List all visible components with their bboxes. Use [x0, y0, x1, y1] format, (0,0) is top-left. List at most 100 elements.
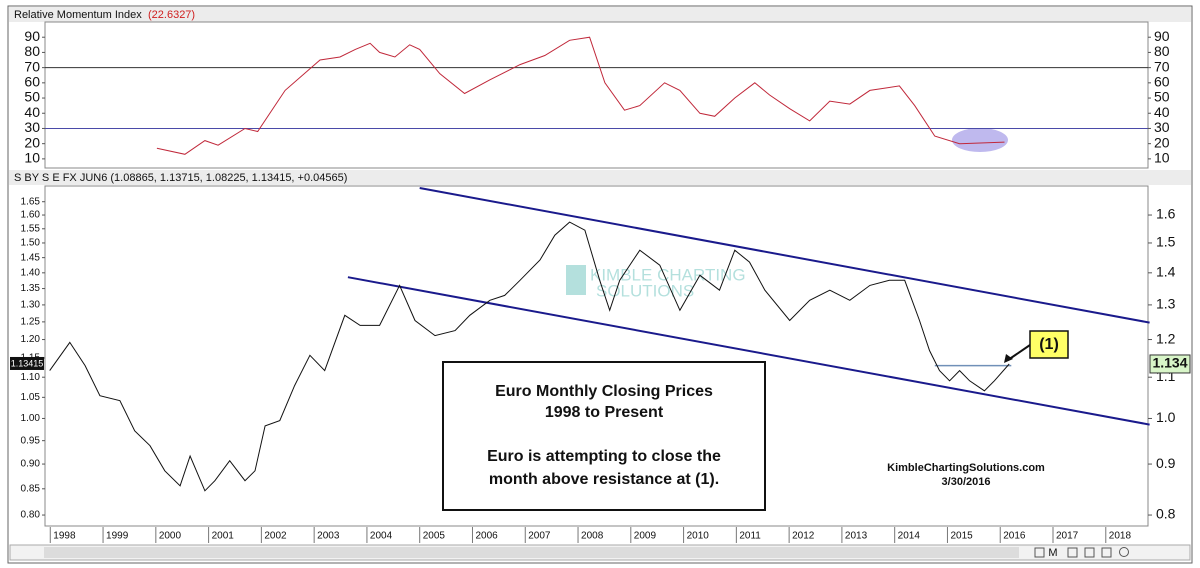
- y-tick-label: 10: [24, 150, 40, 166]
- rmi-plot: [44, 21, 1149, 169]
- x-tick-label: 2002: [264, 531, 287, 542]
- x-tick-label: 1999: [106, 531, 129, 542]
- y-tick-label: 0.80: [21, 510, 41, 521]
- toolbar-icon[interactable]: [1119, 547, 1129, 557]
- credit: KimbleChartingSolutions.com: [887, 462, 1045, 474]
- x-tick-label: 2010: [687, 531, 710, 542]
- y-tick-label: 10: [1154, 150, 1170, 166]
- y-tick-label: 1.45: [21, 252, 41, 263]
- y-tick-label: 40: [1154, 104, 1170, 120]
- y-tick-label: 50: [24, 89, 40, 105]
- x-tick-label: 2006: [475, 531, 498, 542]
- data-line: [156, 36, 1005, 155]
- scroll-thumb[interactable]: [44, 547, 1019, 558]
- callout: (1): [1039, 336, 1059, 353]
- x-tick-label: 2018: [1109, 531, 1132, 542]
- note-line: month above resistance at (1).: [489, 471, 719, 488]
- callout-arrow: [1007, 344, 1031, 361]
- y-tick-label: 0.85: [21, 483, 41, 494]
- watermark-text: KIMBLE CHARTING: [590, 265, 746, 284]
- y-tick-label: 20: [24, 134, 40, 150]
- y-tick-label: 90: [24, 28, 40, 44]
- toolbar-button[interactable]: M: [1048, 547, 1057, 559]
- x-tick-label: 2003: [317, 531, 340, 542]
- y-tick-label: 30: [1154, 119, 1170, 135]
- toolbar-icon[interactable]: [1034, 547, 1045, 558]
- x-tick-label: 2012: [792, 531, 815, 542]
- price-title: S BY S E FX JUN6 (1.08865, 1.13715, 1.08…: [14, 172, 347, 184]
- y-tick-label: 1.00: [21, 413, 41, 424]
- y2-tick-label: 1.2: [1156, 330, 1176, 346]
- y-tick-label: 1.05: [21, 392, 41, 403]
- x-tick-label: 2000: [159, 531, 182, 542]
- note-box: [442, 361, 766, 511]
- y2-tick-label: 1.3: [1156, 296, 1176, 312]
- y-tick-label: 30: [24, 119, 40, 135]
- watermark-text: SOLUTIONS: [596, 281, 694, 300]
- price-tag-left: [10, 356, 44, 370]
- y-tick-label: 50: [1154, 89, 1170, 105]
- toolbar-icon[interactable]: [1101, 547, 1112, 558]
- y-tick-label: 1.10: [21, 372, 41, 383]
- y-tick-label: 60: [1154, 74, 1170, 90]
- rmi-title: Relative Momentum Index: [14, 9, 142, 21]
- data-line: [49, 221, 1010, 492]
- y-tick-label: 1.30: [21, 300, 41, 311]
- y2-tick-label: 1.6: [1156, 206, 1176, 222]
- note-line: Euro Monthly Closing Prices: [495, 383, 713, 400]
- y2-tick-label: 1.4: [1156, 264, 1176, 280]
- x-tick-label: 2016: [1003, 531, 1026, 542]
- y-tick-label: 20: [1154, 134, 1170, 150]
- y-tick-label: 1.20: [21, 334, 41, 345]
- price-plot: [44, 185, 1149, 527]
- watermark-logo: [566, 265, 586, 295]
- price-header: [9, 170, 1191, 185]
- x-tick-label: 2013: [845, 531, 868, 542]
- y2-tick-label: 0.9: [1156, 455, 1176, 471]
- toolbar-icon[interactable]: [1067, 547, 1078, 558]
- callout-box: [1029, 330, 1069, 359]
- price-tag-right-label: 1.134: [1152, 355, 1187, 371]
- note-line: 1998 to Present: [545, 404, 664, 421]
- y-tick-label: 80: [1154, 43, 1170, 59]
- x-tick-label: 2017: [1056, 531, 1079, 542]
- y2-tick-label: 1.5: [1156, 234, 1176, 250]
- date: 3/30/2016: [942, 476, 991, 488]
- trendline: [347, 276, 1150, 426]
- price-tag-right: [1149, 354, 1191, 374]
- price-tag-left-label: 1.13415: [11, 358, 44, 368]
- trendline: [419, 187, 1150, 324]
- note-line: Euro is attempting to close the: [487, 448, 721, 465]
- y-tick-label: 70: [24, 58, 40, 74]
- x-tick-label: 2005: [423, 531, 446, 542]
- y2-tick-label: 1.0: [1156, 409, 1176, 425]
- y-tick-label: 1.25: [21, 317, 41, 328]
- y-tick-label: 0.90: [21, 459, 41, 470]
- y-tick-label: 1.40: [21, 267, 41, 278]
- highlight: [952, 128, 1008, 152]
- x-tick-label: 2001: [212, 531, 235, 542]
- y-tick-label: 1.50: [21, 238, 41, 249]
- x-tick-label: 2009: [634, 531, 657, 542]
- y-tick-label: 1.55: [21, 223, 41, 234]
- x-tick-label: 2011: [739, 531, 761, 542]
- y-tick-label: 80: [24, 43, 40, 59]
- x-tick-label: 2008: [581, 531, 604, 542]
- y2-tick-label: 0.8: [1156, 506, 1176, 522]
- y-tick-label: 1.60: [21, 210, 41, 221]
- x-tick-label: 1998: [53, 531, 76, 542]
- y-tick-label: 90: [1154, 28, 1170, 44]
- y-tick-label: 70: [1154, 58, 1170, 74]
- arrow-head: [1004, 354, 1013, 363]
- rmi-header: [9, 7, 1191, 22]
- toolbar-icon[interactable]: [1084, 547, 1095, 558]
- x-tick-label: 2004: [370, 531, 393, 542]
- y-tick-label: 60: [24, 74, 40, 90]
- y-tick-label: 0.95: [21, 435, 41, 446]
- x-tick-label: 2015: [950, 531, 973, 542]
- y-tick-label: 40: [24, 104, 40, 120]
- x-tick-label: 2014: [898, 531, 921, 542]
- y-tick-label: 1.35: [21, 283, 41, 294]
- y-tick-label: 1.65: [21, 196, 41, 207]
